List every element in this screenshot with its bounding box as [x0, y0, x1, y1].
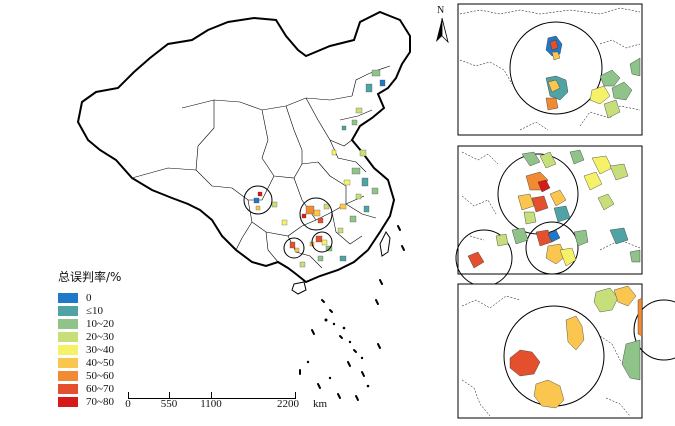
scale-bar-tick [211, 392, 212, 398]
legend-item: 40~50 [58, 356, 121, 369]
main-map-units [253, 69, 386, 268]
legend-title: 总误判率/% [58, 270, 122, 284]
scale-bar-unit: km [312, 398, 328, 410]
legend-label: 40~50 [86, 356, 114, 369]
legend-swatch [58, 344, 78, 355]
scale-bar-label: 1100 [200, 398, 222, 410]
legend-item: 30~40 [58, 343, 121, 356]
inset-panel-2 [455, 145, 643, 287]
legend-item: 50~60 [58, 369, 121, 382]
legend-label: 60~70 [86, 382, 114, 395]
scale-bar-label: 0 [125, 398, 131, 410]
hainan-island [291, 281, 307, 295]
legend-item: 10~20 [58, 317, 121, 330]
legend-label: 70~80 [86, 395, 114, 408]
legend-label: 10~20 [86, 317, 114, 330]
south-sea-dashes [299, 225, 405, 401]
scale-bar-tick [169, 392, 170, 398]
legend-swatch [58, 357, 78, 368]
legend-swatch [58, 383, 78, 394]
legend-item: 70~80 [58, 395, 121, 408]
legend: 总误判率/% 0 ≤10 10~20 20~30 30~40 40~50 50~… [58, 268, 121, 408]
scale-bar-label: 2200 [277, 398, 299, 410]
scale-bar-label: 550 [160, 398, 178, 410]
legend-swatch [58, 370, 78, 381]
legend-label: 0 [86, 291, 92, 304]
north-arrow-icon [436, 17, 449, 44]
inset-panel-3 [457, 283, 675, 419]
legend-item: 60~70 [58, 382, 121, 395]
taiwan-island [379, 231, 391, 257]
main-map [76, 10, 411, 401]
legend-item: 0 [58, 291, 121, 304]
legend-label: 30~40 [86, 343, 114, 356]
legend-item: 20~30 [58, 330, 121, 343]
legend-swatch [58, 318, 78, 329]
north-arrow: N [434, 5, 454, 46]
scale-bar-line [128, 392, 296, 399]
legend-swatch [58, 396, 78, 407]
legend-swatch [58, 331, 78, 342]
province-boundaries [131, 65, 391, 269]
legend-items: 0 ≤10 10~20 20~30 30~40 40~50 50~60 60~7… [58, 291, 121, 408]
north-arrow-letter: N [437, 5, 445, 16]
legend-label: ≤10 [86, 304, 104, 317]
coastal-dots [306, 318, 370, 388]
legend-item: ≤10 [58, 304, 121, 317]
legend-label: 50~60 [86, 369, 114, 382]
legend-swatch [58, 305, 78, 316]
main-map-circles [243, 185, 333, 259]
legend-swatch [58, 292, 78, 303]
legend-label: 20~30 [86, 330, 114, 343]
country-outline [76, 10, 411, 284]
inset-panel-1 [457, 3, 643, 136]
